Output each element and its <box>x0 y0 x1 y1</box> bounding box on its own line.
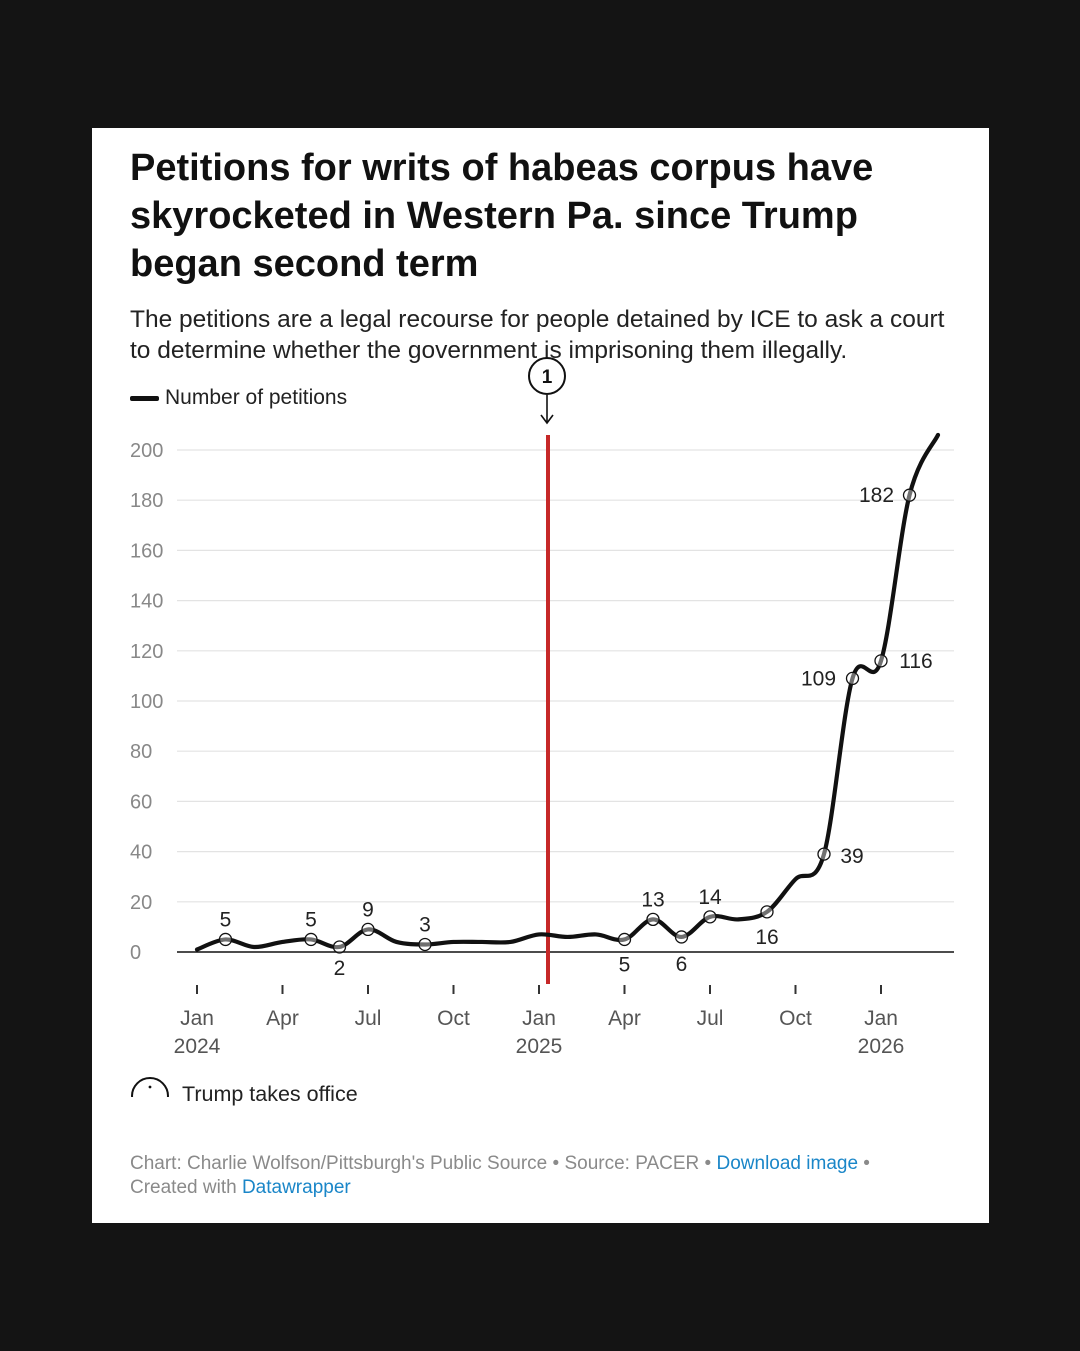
data-point-marker <box>218 932 233 947</box>
x-tick-label: Jul <box>697 1007 724 1030</box>
legend: Number of petitions <box>130 386 347 410</box>
chart-card: Petitions for writs of habeas corpus hav… <box>92 128 989 1223</box>
y-tick-label: 180 <box>130 490 163 512</box>
y-tick-label: 140 <box>130 591 163 613</box>
y-tick-label: 100 <box>130 691 163 713</box>
data-label: 14 <box>698 886 722 909</box>
x-tick-label: Apr <box>608 1007 641 1030</box>
x-tick-label: Jul <box>355 1007 382 1030</box>
data-point-marker <box>845 671 860 686</box>
x-tick-label: Oct <box>437 1007 470 1030</box>
x-tick-label: Oct <box>779 1007 812 1030</box>
data-label: 13 <box>641 888 664 911</box>
data-label: 9 <box>362 898 374 921</box>
data-point-marker <box>817 847 831 861</box>
annotation-marker-icon <box>130 1077 174 1112</box>
x-tick-year-label: 2025 <box>516 1035 563 1058</box>
series-line-number-of-petitions <box>194 432 941 952</box>
data-label: 16 <box>755 926 778 949</box>
y-tick-label: 120 <box>130 641 163 663</box>
x-tick-year-label: 2024 <box>174 1035 221 1058</box>
annotation-arrow-head <box>540 414 554 425</box>
data-label: 3 <box>419 913 431 936</box>
data-point-marker <box>902 488 917 502</box>
annotation-marker <box>528 357 566 395</box>
data-label: 6 <box>676 953 688 976</box>
x-tick-label: Apr <box>266 1007 299 1030</box>
x-tick-label: Jan <box>864 1007 898 1030</box>
annotation-marker-number: 1 <box>542 367 553 388</box>
chart-subtitle: The petitions are a legal recourse for p… <box>130 306 945 364</box>
y-tick-label: 200 <box>130 440 163 462</box>
footer-created-prefix: Created with <box>130 1176 237 1198</box>
y-tick-label: 0 <box>130 942 141 964</box>
footer-credit: Chart: Charlie Wolfson/Pittsburgh's Publ… <box>130 1153 548 1174</box>
annotation-key: Trump takes office <box>130 1076 358 1112</box>
line-chart: 0 20 40 60 80 100 120 140 160 180 200 Jan 2024 Apr Jul… <box>130 357 954 1058</box>
x-tick-label: Jan <box>180 1007 214 1030</box>
y-tick-label: 40 <box>130 842 152 864</box>
data-label: 116 <box>899 650 932 673</box>
data-label: 2 <box>334 957 346 980</box>
data-point-marker <box>418 937 432 952</box>
y-tick-label: 80 <box>130 741 152 763</box>
legend-line-swatch <box>130 395 159 401</box>
data-point-marker <box>674 930 689 944</box>
data-point-marker <box>617 932 632 947</box>
data-point-marker <box>304 932 318 947</box>
data-label: 5 <box>220 908 232 931</box>
annotation-key-label: Trump takes office <box>182 1081 358 1106</box>
data-label: 39 <box>840 845 863 868</box>
chart-footer: Chart: Charlie Wolfson/Pittsburgh's Publ… <box>130 1153 870 1198</box>
data-point-marker <box>332 940 347 954</box>
data-point-marker <box>703 910 717 924</box>
data-point-marker <box>361 922 375 937</box>
y-tick-label: 20 <box>130 892 152 914</box>
x-tick-label: Jan <box>522 1007 556 1030</box>
datawrapper-link[interactable]: Datawrapper <box>241 1176 351 1198</box>
y-tick-label: 160 <box>130 540 163 562</box>
x-tick-year-label: 2026 <box>858 1035 905 1058</box>
data-label: 182 <box>859 484 894 507</box>
download-image-link[interactable]: Download image <box>716 1153 859 1174</box>
data-point-marker <box>760 905 774 919</box>
data-label: 109 <box>801 667 836 690</box>
data-label: 5 <box>305 908 317 931</box>
footer-source: Source: PACER <box>564 1153 700 1174</box>
y-tick-label: 60 <box>130 791 152 813</box>
data-point-marker <box>874 654 888 668</box>
data-point-marker <box>646 912 660 927</box>
data-label: 5 <box>619 953 631 976</box>
legend-label: Number of petitions <box>165 386 348 409</box>
chart-title: Petitions for writs of habeas corpus hav… <box>130 147 874 285</box>
